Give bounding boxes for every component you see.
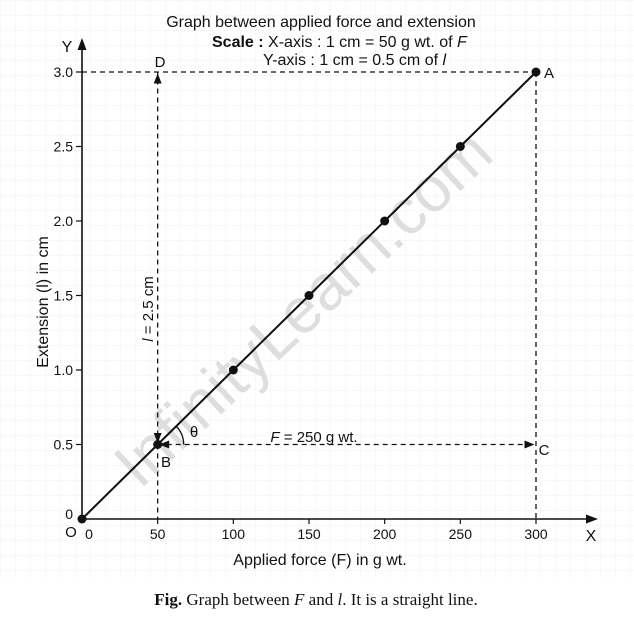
scale-y-note: Y-axis : 1 cm = 0.5 cm of l [263,52,446,69]
arrow-head [159,440,170,449]
caption-text-2: and [304,590,337,609]
x-axis-letter: X [586,528,597,545]
y-axis-label: Extension (l) in cm [35,236,52,368]
y-tick-label: 1.5 [54,288,74,304]
rise-annotation: l = 2.5 cm [140,276,157,341]
caption-text-1: Graph between [186,590,294,609]
caption-label: Fig. [154,590,182,609]
arrow-head [153,73,162,84]
run-annotation: F = 250 g wt. [270,429,357,446]
rise-value: = 2.5 cm [140,276,157,338]
y-tick-label: 2.5 [54,139,74,155]
y-tick-label: 2.0 [54,213,74,229]
x-tick-label: 100 [222,526,246,542]
run-value: = 250 g wt. [280,429,358,446]
point-label-b: B [161,454,171,471]
scale-x-note: Scale : X-axis : 1 cm = 50 g wt. of F [212,34,468,51]
point-label-a: A [544,65,554,82]
data-point [380,216,390,226]
caption-text-3: . It is a straight line. [342,590,478,609]
x-tick-label: 0 [85,526,93,542]
data-point [531,67,541,77]
arrow-head [524,440,535,449]
rise-variable: l [140,338,157,342]
x-axis-arrowhead [586,514,598,524]
data-point [77,514,87,524]
data-point [455,142,465,151]
point-label-o: O [65,524,77,541]
scale-x-variable: F [457,34,468,51]
caption-variable-l: l [337,590,342,609]
scale-y-variable: l [442,52,446,69]
chart-title: Graph between applied force and extensio… [166,14,476,31]
figure-caption: Fig. Graph between F and l. It is a stra… [154,590,477,609]
x-tick-label: 300 [524,526,548,542]
angle-arc [175,425,185,445]
scale-y-text: Y-axis : 1 cm = 0.5 cm of [263,52,442,69]
data-point [304,291,314,300]
run-variable: F [270,429,280,446]
y-axis-arrowhead [77,38,87,50]
caption-variable-f: F [293,590,305,609]
scale-x-text: X-axis : 1 cm = 50 g wt. of [268,34,457,51]
point-label-d: D [155,54,166,71]
y-tick-label: 0 [65,506,73,522]
point-label-c: C [539,442,550,459]
y-tick-label: 0.5 [54,437,74,453]
y-axis-letter: Y [62,39,73,56]
plot-area: 0 50 100 150 200 250 300 0 0.5 1.0 1.5 2.0 2.5 3.0 [54,38,598,542]
x-axis-label: Applied force (F) in g wt. [233,552,406,569]
y-tick-label: 1.0 [54,362,74,378]
angle-theta-label: θ [190,424,198,441]
x-tick-label: 150 [297,526,321,542]
x-tick-label: 200 [373,526,397,542]
data-point [153,440,163,449]
x-tick-label: 50 [150,526,166,542]
data-point [228,365,238,375]
scale-label: Scale : [212,34,264,51]
y-tick-label: 3.0 [54,64,74,80]
arrow-head [153,433,162,443]
x-tick-label: 250 [449,526,473,542]
